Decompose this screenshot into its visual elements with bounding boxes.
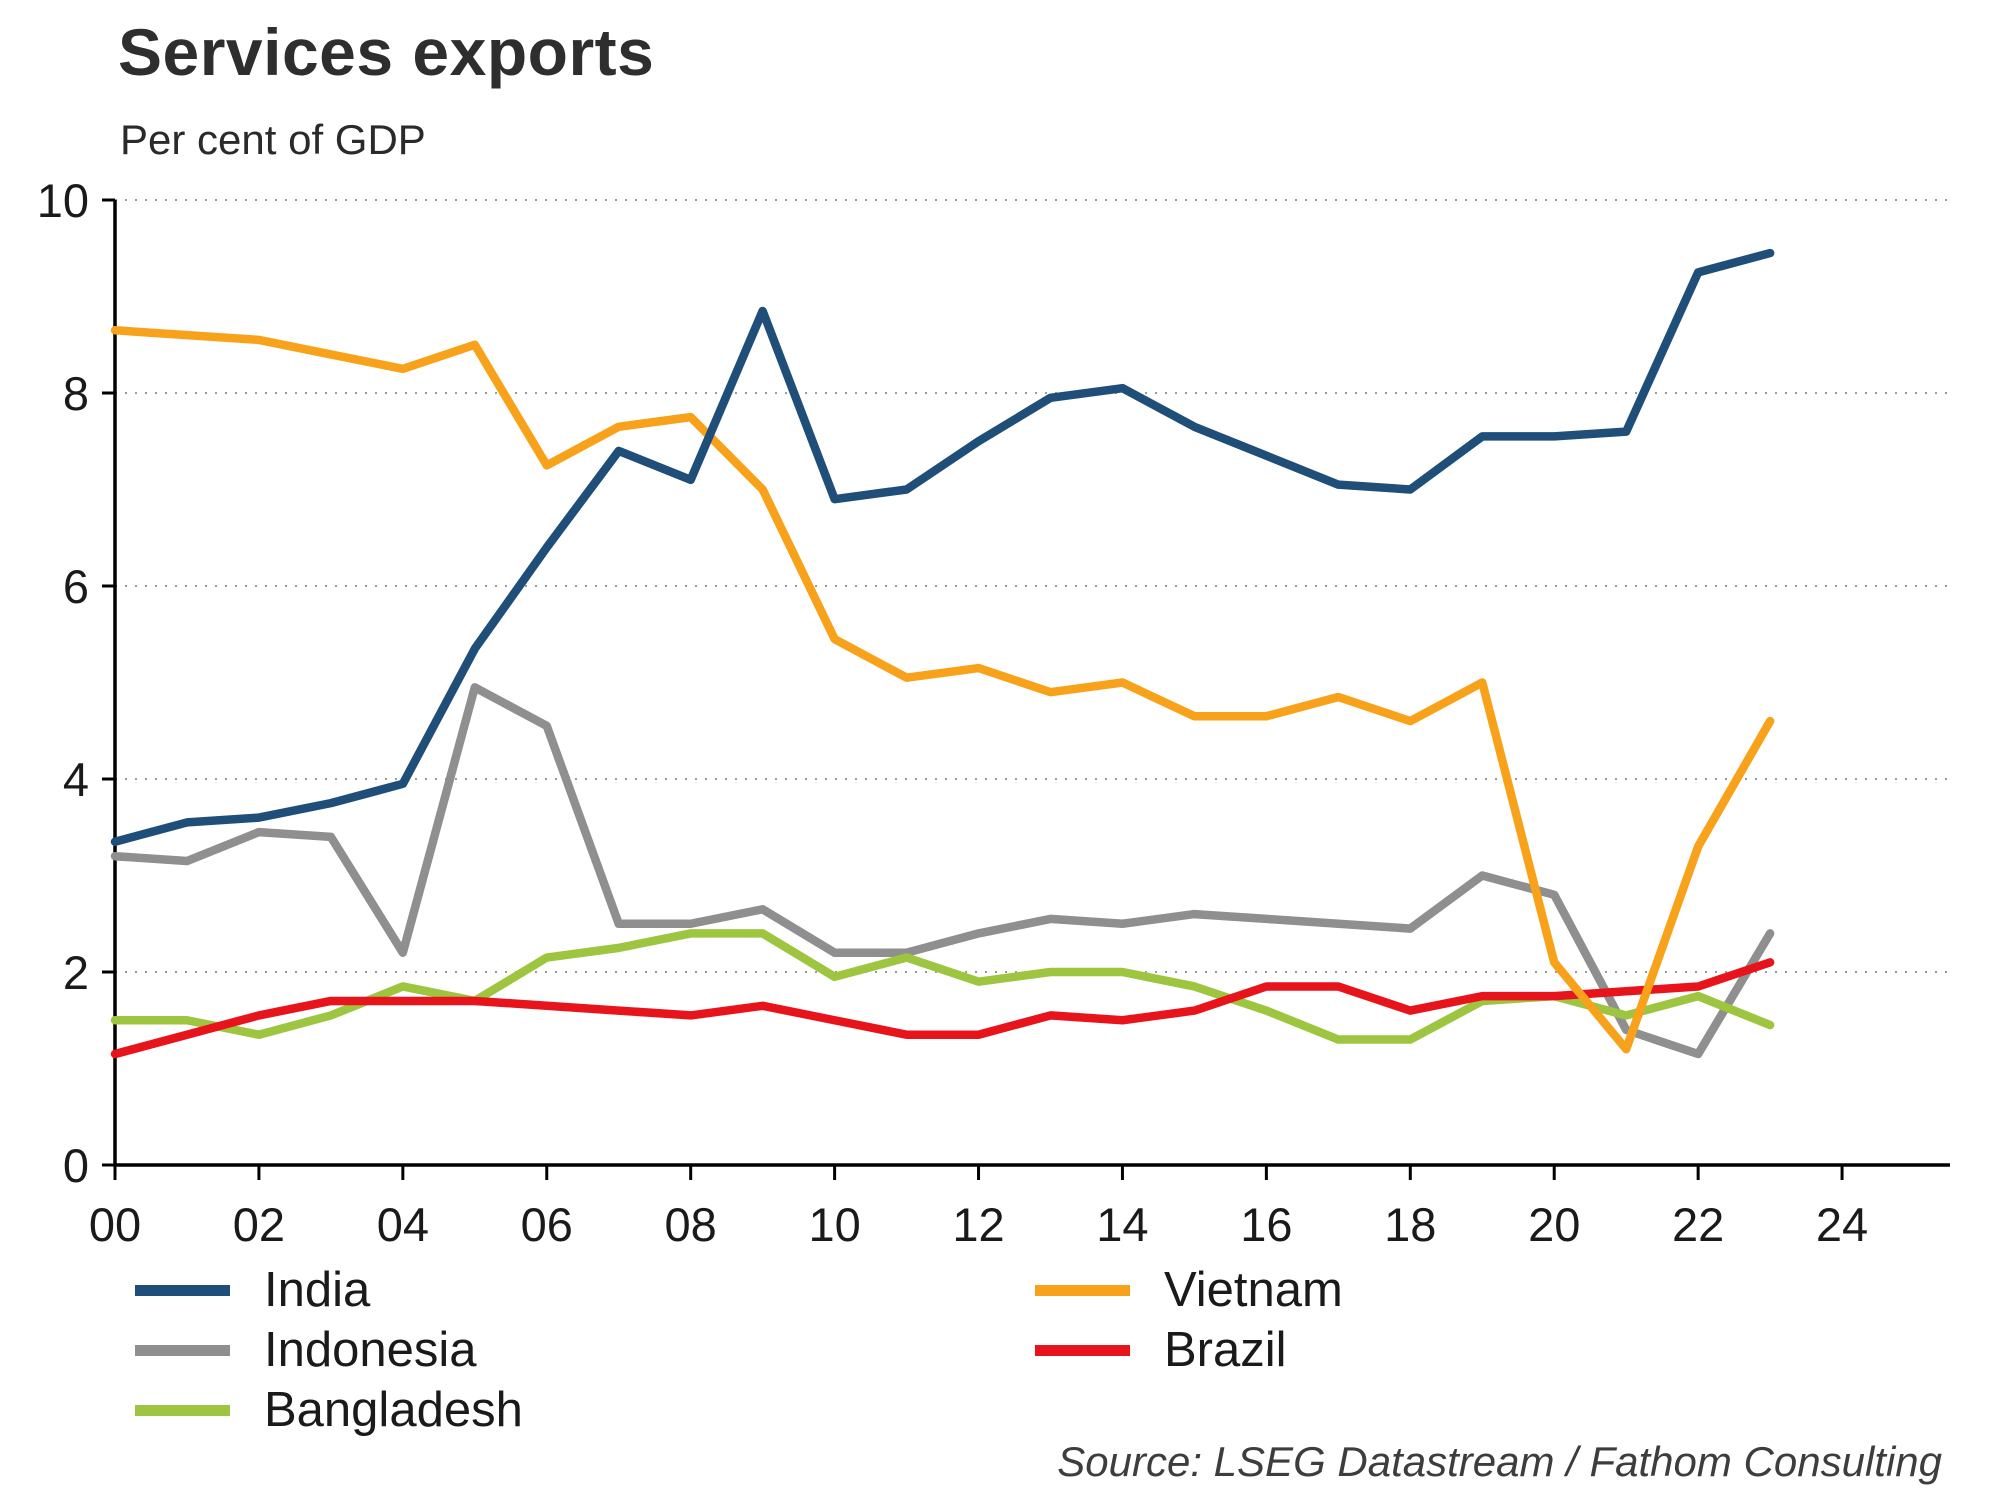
x-tick-label: 04 — [377, 1198, 429, 1251]
series-line-india — [110, 248, 1775, 846]
legend-item-bangladesh: Bangladesh — [135, 1382, 523, 1437]
legend-label: Indonesia — [264, 1322, 477, 1377]
x-tick-label: 18 — [1384, 1198, 1436, 1251]
y-axis-unit-label: Per cent of GDP — [120, 116, 426, 163]
legend-swatch — [135, 1344, 230, 1356]
x-tick-label: 14 — [1096, 1198, 1148, 1251]
x-tick-label: 22 — [1672, 1198, 1724, 1251]
y-tick-label: 6 — [63, 560, 89, 613]
legend-label: Vietnam — [1164, 1262, 1343, 1317]
legend-item-india: India — [135, 1262, 523, 1317]
legend-label: India — [264, 1262, 371, 1317]
series-line-bangladesh — [110, 929, 1775, 1044]
legend-label: Brazil — [1164, 1322, 1287, 1377]
legend-item-brazil: Brazil — [1035, 1322, 1343, 1377]
legend-item-indonesia: Indonesia — [135, 1322, 523, 1377]
x-tick-label: 10 — [808, 1198, 860, 1251]
page-title: Services exports — [118, 15, 655, 89]
legend-swatch — [135, 1284, 230, 1296]
x-tick-label: 06 — [521, 1198, 573, 1251]
y-tick-label: 2 — [63, 946, 89, 999]
y-tick-label: 10 — [37, 174, 89, 227]
legend-item-vietnam: Vietnam — [1035, 1262, 1343, 1317]
source-note: Source: LSEG Datastream / Fathom Consult… — [1057, 1438, 1942, 1485]
x-tick-label: 20 — [1528, 1198, 1580, 1251]
x-tick-label: 24 — [1816, 1198, 1868, 1251]
legend-swatch — [1035, 1284, 1130, 1296]
legend-swatch — [1035, 1344, 1130, 1356]
x-tick-label: 12 — [952, 1198, 1004, 1251]
legend-column-right: Vietnam Brazil — [1035, 1262, 1343, 1377]
legend-label: Bangladesh — [264, 1382, 523, 1437]
series-line-brazil — [110, 958, 1775, 1059]
x-tick-label: 02 — [233, 1198, 285, 1251]
y-tick-label: 4 — [63, 753, 89, 806]
x-tick-label: 08 — [665, 1198, 717, 1251]
series-line-indonesia — [110, 683, 1775, 1059]
x-tick-label: 16 — [1240, 1198, 1292, 1251]
axes — [113, 200, 1950, 1167]
series-line-vietnam — [110, 326, 1775, 1054]
legend-swatch — [135, 1404, 230, 1416]
x-tick-label: 00 — [89, 1198, 141, 1251]
y-tick-label: 8 — [63, 367, 89, 420]
legend-column-left: India Indonesia Bangladesh — [135, 1262, 523, 1437]
y-tick-label: 0 — [63, 1139, 89, 1192]
